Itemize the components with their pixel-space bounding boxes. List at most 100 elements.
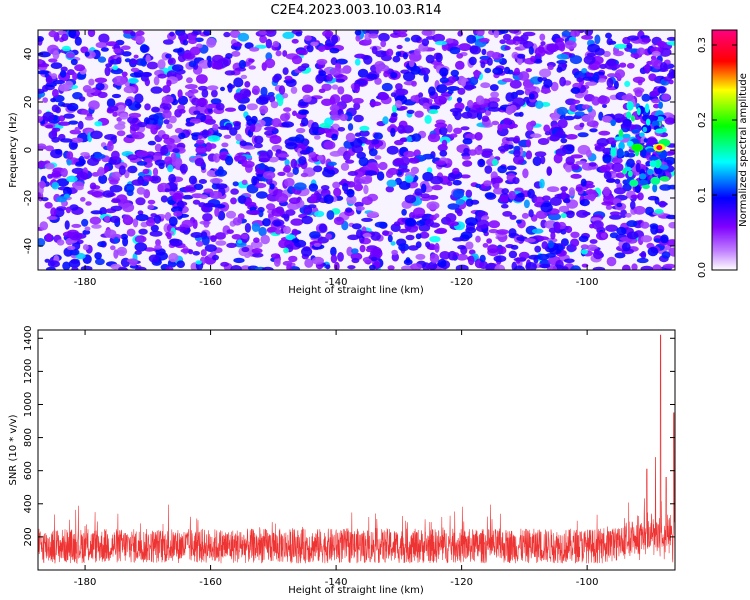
heatmap-cell (68, 120, 79, 125)
heatmap-cell (482, 243, 489, 248)
heatmap-cell (165, 53, 172, 59)
heatmap-cell (408, 157, 420, 164)
heatmap-cell (44, 202, 53, 209)
heatmap-cell (466, 34, 477, 44)
heatmap-cell (439, 251, 451, 260)
heatmap-cell (392, 104, 397, 114)
heatmap-cell (126, 228, 136, 237)
heatmap-cell (606, 77, 614, 88)
heatmap-cell (465, 217, 478, 226)
heatmap-cell (347, 265, 356, 270)
heatmap-cell (422, 102, 430, 110)
heatmap-cell (579, 199, 590, 207)
heatmap-cell (395, 88, 409, 96)
heatmap-cell (290, 158, 298, 169)
heatmap-cell (179, 163, 188, 174)
heatmap-cell (370, 256, 378, 262)
heatmap-cell (310, 193, 317, 204)
heatmap-cell (38, 109, 42, 115)
heatmap-cell (52, 50, 60, 60)
heatmap-cell (333, 216, 345, 226)
heatmap-cell (630, 200, 636, 210)
heatmap-cell (192, 199, 201, 205)
heatmap-cell (602, 104, 607, 108)
heatmap-cell (221, 142, 229, 148)
heatmap-cell (127, 165, 138, 174)
heatmap-cell (508, 190, 516, 200)
heatmap-cell (609, 214, 622, 220)
heatmap-cell (640, 148, 647, 158)
heatmap-cell (253, 237, 260, 243)
heatmap-cell (244, 223, 251, 233)
heatmap-cell (90, 130, 103, 140)
heatmap-cell (196, 97, 208, 107)
heatmap-cell (454, 110, 462, 121)
heatmap-cell (456, 208, 463, 217)
heatmap-cell (547, 64, 554, 71)
heatmap-cell (666, 36, 675, 41)
heatmap-cell (484, 165, 493, 174)
heatmap-cell (581, 34, 594, 40)
heatmap-cell (298, 156, 307, 166)
heatmap-cell (146, 61, 159, 70)
heatmap-cell (609, 211, 621, 216)
heatmap-cell (238, 104, 247, 112)
heatmap-cell (658, 101, 663, 109)
heatmap-cell (491, 120, 500, 126)
heatmap-cell (439, 67, 449, 77)
heatmap-cell (313, 242, 321, 247)
heatmap-cell (592, 266, 606, 270)
heatmap-cell (661, 251, 671, 259)
heatmap-cell (135, 30, 145, 36)
heatmap-cell (556, 106, 568, 116)
heatmap-cell (251, 248, 263, 254)
heatmap-cell (626, 140, 634, 147)
heatmap-cell (88, 78, 95, 86)
heatmap-cell (584, 30, 594, 36)
heatmap-cell (282, 93, 289, 99)
heatmap-cell (184, 84, 198, 90)
heatmap-cell (399, 168, 410, 173)
heatmap-cell (260, 234, 271, 245)
heatmap-cell (457, 30, 464, 37)
heatmap-cell (351, 257, 360, 264)
heatmap-cell (668, 221, 675, 229)
heatmap-cell (232, 217, 243, 226)
heatmap-cell (160, 195, 168, 203)
heatmap-cell (337, 127, 346, 132)
heatmap-cell (365, 170, 378, 176)
heatmap-cell (546, 43, 559, 53)
heatmap-cell (135, 266, 147, 270)
heatmap-cell (75, 161, 86, 166)
heatmap-cell (435, 52, 443, 63)
heatmap-cell (150, 86, 163, 94)
heatmap-cell (644, 103, 650, 113)
colorbar-tick-label: 0.1 (697, 187, 708, 203)
heatmap-cell (306, 44, 314, 53)
heatmap-cell (329, 67, 341, 76)
heatmap-cell (308, 183, 319, 192)
heatmap-cell (410, 65, 421, 75)
heatmap-cell (134, 235, 147, 243)
heatmap-cell (415, 233, 422, 240)
heatmap-cell (640, 265, 654, 270)
heatmap-cell (107, 140, 114, 147)
heatmap-cell (429, 253, 440, 264)
heatmap-cell (434, 122, 448, 129)
heatmap-cell (654, 196, 660, 205)
snr-frame (37, 329, 676, 571)
heatmap-cell (475, 108, 487, 114)
heatmap-cell (346, 188, 355, 198)
heatmap-cell (89, 216, 102, 225)
heatmap-cell (432, 33, 445, 43)
heatmap-cell (630, 115, 636, 122)
heatmap-cell (513, 135, 521, 144)
heatmap-cell (186, 32, 197, 41)
heatmap-cell (404, 174, 414, 183)
heatmap-cell (578, 235, 589, 243)
heatmap-cell (178, 108, 186, 114)
heatmap-cell (641, 37, 651, 43)
heatmap-cell (622, 168, 628, 175)
heatmap-cell (345, 207, 353, 213)
heatmap-cell (301, 215, 313, 225)
